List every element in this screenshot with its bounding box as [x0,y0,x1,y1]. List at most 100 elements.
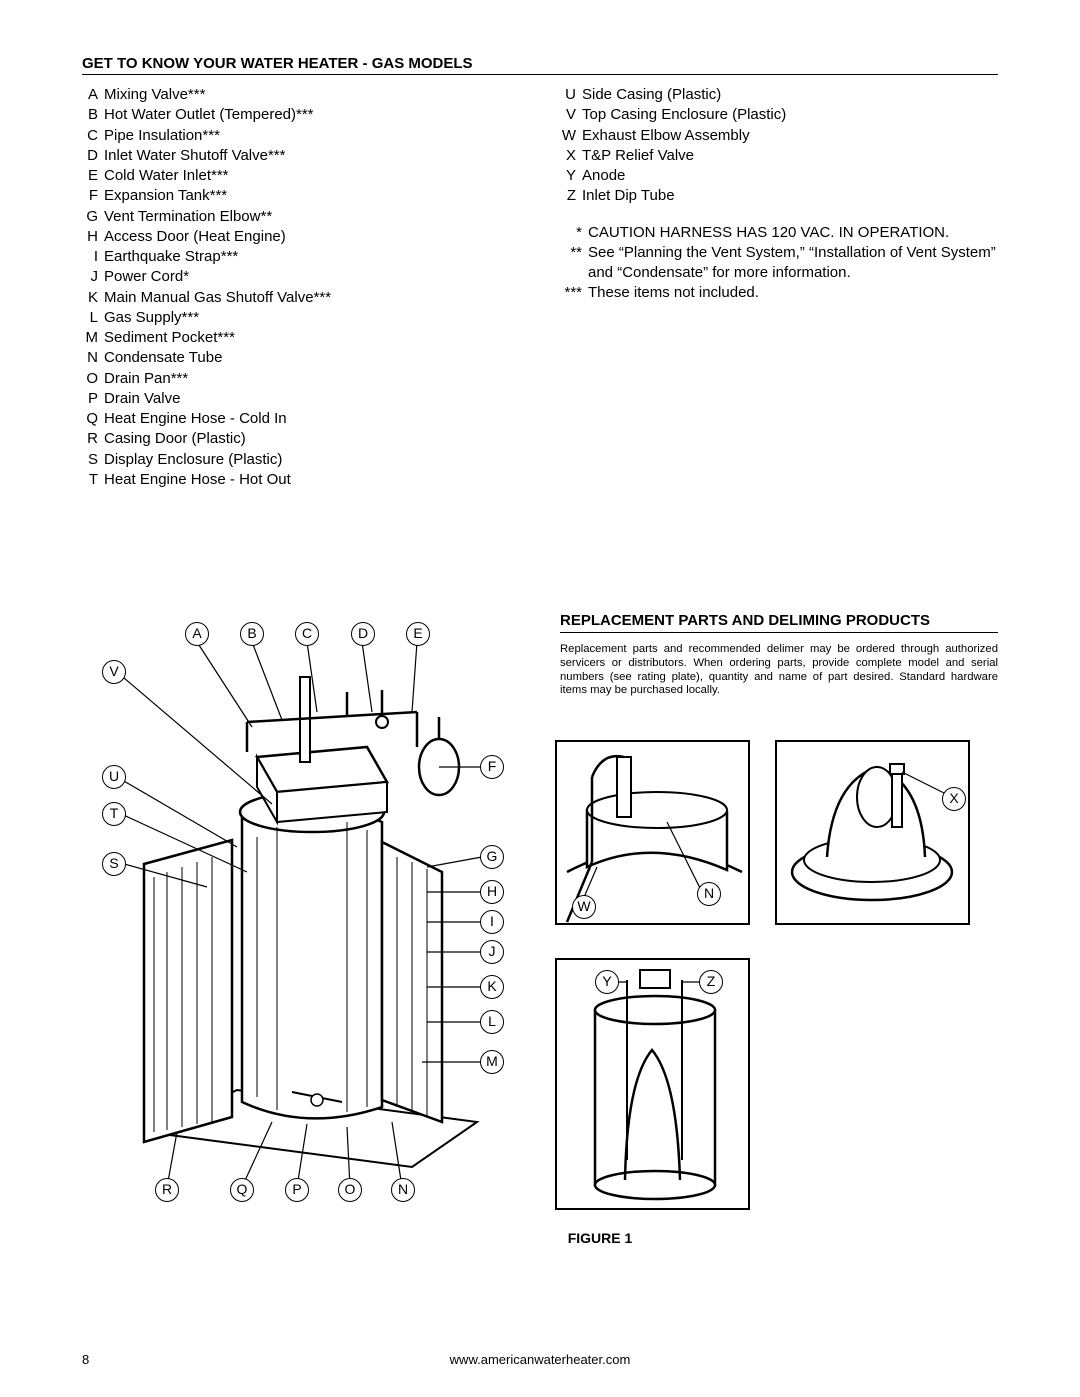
note-text: CAUTION HARNESS HAS 120 VAC. IN OPERATIO… [588,223,998,243]
parts-letter: H [82,227,104,247]
parts-letter: M [82,328,104,348]
parts-label: Sediment Pocket*** [104,328,520,348]
parts-row: ECold Water Inlet*** [82,166,520,186]
parts-label: Inlet Water Shutoff Valve*** [104,146,520,166]
parts-label: Earthquake Strap*** [104,247,520,267]
parts-label: Side Casing (Plastic) [582,85,998,105]
parts-letter: D [82,146,104,166]
parts-letter: J [82,267,104,287]
parts-label: Access Door (Heat Engine) [104,227,520,247]
callout-M: M [480,1050,504,1074]
note-text: These items not included. [588,283,998,303]
callout-C: C [295,622,319,646]
figure-caption: FIGURE 1 [540,1230,660,1246]
detail-diagram-1: W N [555,740,750,925]
parts-row: YAnode [560,166,998,186]
callout-L: L [480,1010,504,1034]
callout-T: T [102,802,126,826]
callout-J: J [480,940,504,964]
parts-letter: T [82,470,104,490]
parts-row: WExhaust Elbow Assembly [560,126,998,146]
parts-row: MSediment Pocket*** [82,328,520,348]
parts-letter: V [560,105,582,125]
parts-row: XT&P Relief Valve [560,146,998,166]
callout-U: U [102,765,126,789]
parts-letter: C [82,126,104,146]
parts-label: Power Cord* [104,267,520,287]
parts-letter: E [82,166,104,186]
parts-row: JPower Cord* [82,267,520,287]
parts-label: Main Manual Gas Shutoff Valve*** [104,288,520,308]
callout-N: N [697,882,721,906]
parts-row: DInlet Water Shutoff Valve*** [82,146,520,166]
callout-X: X [942,787,966,811]
footer-url: www.americanwaterheater.com [122,1352,958,1367]
parts-label: Vent Termination Elbow** [104,207,520,227]
parts-row: IEarthquake Strap*** [82,247,520,267]
page-number: 8 [82,1352,122,1367]
page-footer: 8 www.americanwaterheater.com [82,1352,998,1367]
callout-E: E [406,622,430,646]
parts-letter: X [560,146,582,166]
parts-letter: O [82,369,104,389]
note-mark: ** [560,243,588,284]
note-row: **See “Planning the Vent System,” “Insta… [560,243,998,284]
parts-label: Mixing Valve*** [104,85,520,105]
callout-Z: Z [699,970,723,994]
parts-label: Heat Engine Hose - Cold In [104,409,520,429]
parts-label: Cold Water Inlet*** [104,166,520,186]
detail-diagram-2: X [775,740,970,925]
parts-letter: A [82,85,104,105]
parts-label: Inlet Dip Tube [582,186,998,206]
parts-right-column: USide Casing (Plastic)VTop Casing Enclos… [560,85,998,490]
callout-I: I [480,910,504,934]
main-diagram: V A B C D E F U T S G H I J K L M R Q P … [82,612,502,1212]
callout-W: W [572,895,596,919]
callout-G: G [480,845,504,869]
parts-label: Hot Water Outlet (Tempered)*** [104,105,520,125]
note-row: ***These items not included. [560,283,998,303]
callout-O: O [338,1178,362,1202]
section2-title: REPLACEMENT PARTS AND DELIMING PRODUCTS [560,612,998,633]
parts-letter: R [82,429,104,449]
parts-row: ZInlet Dip Tube [560,186,998,206]
callout-Q: Q [230,1178,254,1202]
callout-V: V [102,660,126,684]
parts-row: USide Casing (Plastic) [560,85,998,105]
callout-D: D [351,622,375,646]
parts-row: HAccess Door (Heat Engine) [82,227,520,247]
parts-row: NCondensate Tube [82,348,520,368]
parts-row: GVent Termination Elbow** [82,207,520,227]
callout-A: A [185,622,209,646]
callout-F: F [480,755,504,779]
parts-label: Display Enclosure (Plastic) [104,450,520,470]
parts-left-column: AMixing Valve***BHot Water Outlet (Tempe… [82,85,520,490]
parts-row: RCasing Door (Plastic) [82,429,520,449]
parts-row: THeat Engine Hose - Hot Out [82,470,520,490]
parts-label: Condensate Tube [104,348,520,368]
callout-N: N [391,1178,415,1202]
detail-diagram-3: Y Z [555,958,750,1210]
parts-label: Expansion Tank*** [104,186,520,206]
parts-letter: K [82,288,104,308]
parts-letter: G [82,207,104,227]
parts-label: Heat Engine Hose - Hot Out [104,470,520,490]
parts-letter: Y [560,166,582,186]
parts-row: CPipe Insulation*** [82,126,520,146]
parts-row: PDrain Valve [82,389,520,409]
parts-letter: N [82,348,104,368]
callout-P: P [285,1178,309,1202]
parts-row: VTop Casing Enclosure (Plastic) [560,105,998,125]
note-mark: * [560,223,588,243]
parts-letter: S [82,450,104,470]
callout-R: R [155,1178,179,1202]
callout-K: K [480,975,504,999]
parts-letter: B [82,105,104,125]
parts-row: QHeat Engine Hose - Cold In [82,409,520,429]
section1-title: GET TO KNOW YOUR WATER HEATER - GAS MODE… [82,55,998,75]
callout-S: S [102,852,126,876]
parts-row: ODrain Pan*** [82,369,520,389]
parts-letter: U [560,85,582,105]
parts-letter: Z [560,186,582,206]
parts-row: KMain Manual Gas Shutoff Valve*** [82,288,520,308]
